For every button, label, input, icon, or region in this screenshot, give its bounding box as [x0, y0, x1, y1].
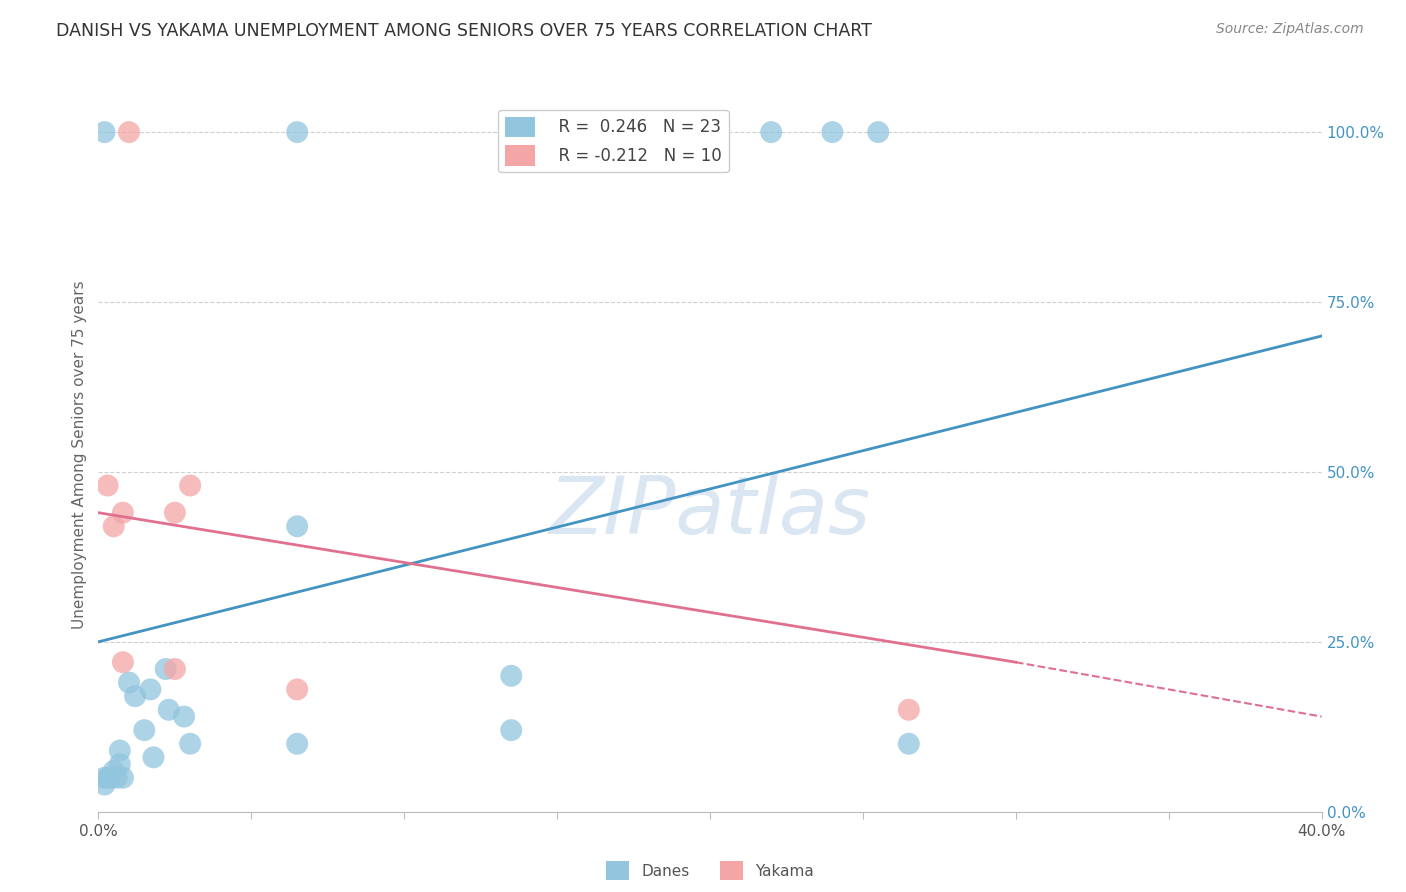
Point: [118, 125, 141, 139]
Point: [501, 125, 523, 139]
Point: [285, 682, 308, 697]
Point: [93, 778, 115, 792]
Point: [105, 771, 128, 785]
Point: [93, 771, 115, 785]
Point: [821, 125, 844, 139]
Point: [155, 662, 177, 676]
Point: [100, 771, 122, 785]
Point: [607, 125, 630, 139]
Point: [93, 125, 115, 139]
Point: [108, 757, 131, 772]
Point: [97, 771, 120, 785]
Text: Source: ZipAtlas.com: Source: ZipAtlas.com: [1216, 22, 1364, 37]
Point: [157, 703, 180, 717]
Point: [111, 506, 134, 520]
Y-axis label: Unemployment Among Seniors over 75 years: Unemployment Among Seniors over 75 years: [72, 281, 87, 629]
Point: [501, 723, 523, 738]
Point: [179, 737, 201, 751]
Point: [761, 125, 783, 139]
Point: [163, 506, 186, 520]
Point: [103, 764, 125, 778]
Point: [108, 743, 131, 757]
Point: [163, 662, 186, 676]
Point: [111, 655, 134, 669]
Point: [97, 478, 120, 492]
Point: [111, 771, 134, 785]
Point: [118, 675, 141, 690]
Legend: Danes, Yakama: Danes, Yakama: [600, 855, 820, 886]
Point: [179, 478, 201, 492]
Point: [124, 689, 146, 703]
Point: [501, 669, 523, 683]
Point: [868, 125, 890, 139]
Point: [897, 737, 920, 751]
Point: [142, 750, 165, 764]
Text: ZIPatlas: ZIPatlas: [548, 473, 872, 551]
Text: DANISH VS YAKAMA UNEMPLOYMENT AMONG SENIORS OVER 75 YEARS CORRELATION CHART: DANISH VS YAKAMA UNEMPLOYMENT AMONG SENI…: [56, 22, 872, 40]
Point: [173, 709, 195, 723]
Point: [683, 125, 706, 139]
Point: [897, 703, 920, 717]
Point: [134, 723, 156, 738]
Point: [103, 519, 125, 533]
Point: [285, 737, 308, 751]
Point: [285, 125, 308, 139]
Point: [139, 682, 162, 697]
Point: [285, 519, 308, 533]
